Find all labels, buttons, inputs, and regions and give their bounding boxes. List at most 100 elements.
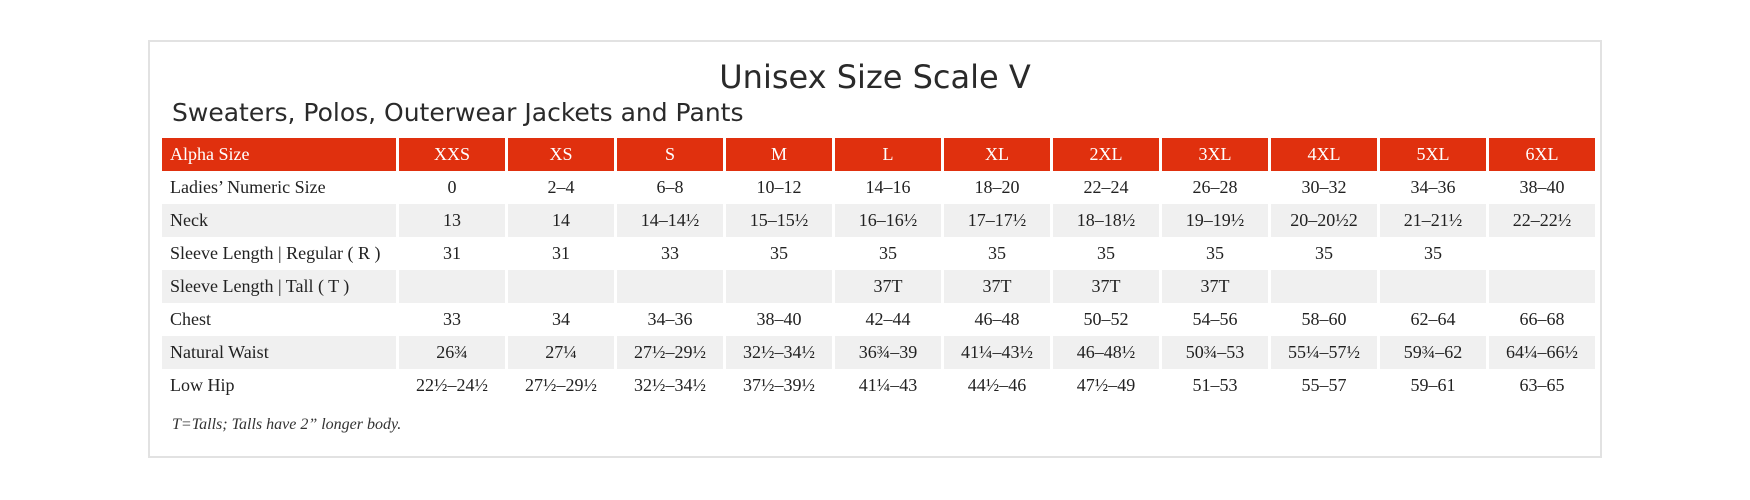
table-cell: 35 xyxy=(1268,237,1377,270)
header-cell: XXS xyxy=(396,138,505,171)
row-label: Sleeve Length | Tall ( T ) xyxy=(162,270,396,303)
table-cell: 36¾–39 xyxy=(832,336,941,369)
table-cell: 46–48½ xyxy=(1050,336,1159,369)
table-cell xyxy=(1486,270,1595,303)
table-cell: 47½–49 xyxy=(1050,369,1159,402)
table-cell: 32½–34½ xyxy=(614,369,723,402)
table-cell: 19–19½ xyxy=(1159,204,1268,237)
table-cell: 27½–29½ xyxy=(614,336,723,369)
table-cell xyxy=(614,270,723,303)
header-cell: L xyxy=(832,138,941,171)
table-cell: 50¾–53 xyxy=(1159,336,1268,369)
header-cell: S xyxy=(614,138,723,171)
size-table: Alpha Size XXS XS S M L XL 2XL 3XL 4XL 5XL 6XL Ladie… xyxy=(162,138,1595,402)
table-cell: 34–36 xyxy=(1377,171,1486,204)
table-cell: 35 xyxy=(1377,237,1486,270)
table-cell xyxy=(505,270,614,303)
table-cell: 34 xyxy=(505,303,614,336)
header-cell: XS xyxy=(505,138,614,171)
table-cell: 51–53 xyxy=(1159,369,1268,402)
table-cell: 15–15½ xyxy=(723,204,832,237)
table-cell: 54–56 xyxy=(1159,303,1268,336)
table-cell: 18–18½ xyxy=(1050,204,1159,237)
table-cell: 14–14½ xyxy=(614,204,723,237)
table-cell: 14–16 xyxy=(832,171,941,204)
table-cell: 35 xyxy=(941,237,1050,270)
header-cell: 6XL xyxy=(1486,138,1595,171)
table-cell xyxy=(1268,270,1377,303)
table-cell: 41¼–43½ xyxy=(941,336,1050,369)
table-cell: 37½–39½ xyxy=(723,369,832,402)
table-cell: 26–28 xyxy=(1159,171,1268,204)
header-label: Alpha Size xyxy=(162,138,396,171)
table-cell: 35 xyxy=(832,237,941,270)
table-cell: 42–44 xyxy=(832,303,941,336)
table-cell: 35 xyxy=(1050,237,1159,270)
table-cell xyxy=(1377,270,1486,303)
row-label: Natural Waist xyxy=(162,336,396,369)
row-label: Ladies’ Numeric Size xyxy=(170,177,326,197)
row-label: Neck xyxy=(162,204,396,237)
row-label: Sleeve Length | Regular ( R ) xyxy=(170,243,381,263)
table-cell: 31 xyxy=(396,237,505,270)
table-cell: 10–12 xyxy=(723,171,832,204)
table-cell: 33 xyxy=(396,303,505,336)
table-cell: 46–48 xyxy=(941,303,1050,336)
table-cell: 63–65 xyxy=(1486,369,1595,402)
table-cell xyxy=(396,270,505,303)
table-cell: 37T xyxy=(1050,270,1159,303)
table-cell: 55¼–57½ xyxy=(1268,336,1377,369)
table-cell: 22–24 xyxy=(1050,171,1159,204)
table-cell: 2–4 xyxy=(505,171,614,204)
table-cell: 27½–29½ xyxy=(505,369,614,402)
table-cell: 64¼–66½ xyxy=(1486,336,1595,369)
table-cell: 6–8 xyxy=(614,171,723,204)
table-cell: 50–52 xyxy=(1050,303,1159,336)
table-cell: 55–57 xyxy=(1268,369,1377,402)
table-cell: 38–40 xyxy=(1486,171,1595,204)
header-cell: M xyxy=(723,138,832,171)
table-cell: 26¾ xyxy=(396,336,505,369)
subtitle: Sweaters, Polos, Outerwear Jackets and P… xyxy=(172,98,744,127)
table-cell: 14 xyxy=(505,204,614,237)
table-cell: 16–16½ xyxy=(832,204,941,237)
table-cell: 30–32 xyxy=(1268,171,1377,204)
table-cell: 22–22½ xyxy=(1486,204,1595,237)
table-cell: 37T xyxy=(941,270,1050,303)
table-cell: 59–61 xyxy=(1377,369,1486,402)
table-cell: 41¼–43 xyxy=(832,369,941,402)
table-cell: 58–60 xyxy=(1268,303,1377,336)
table-cell: 35 xyxy=(1159,237,1268,270)
table-cell: 21–21½ xyxy=(1377,204,1486,237)
header-cell: XL xyxy=(941,138,1050,171)
table-cell: 0 xyxy=(396,171,505,204)
size-chart: Unisex Size Scale V Sweaters, Polos, Out… xyxy=(148,40,1602,458)
header-cell: 5XL xyxy=(1377,138,1486,171)
header-cell: 3XL xyxy=(1159,138,1268,171)
table-cell: 32½–34½ xyxy=(723,336,832,369)
header-cell: 4XL xyxy=(1268,138,1377,171)
table-cell: 38–40 xyxy=(723,303,832,336)
table-cell: 17–17½ xyxy=(941,204,1050,237)
table-cell: 27¼ xyxy=(505,336,614,369)
table-cell: 22½–24½ xyxy=(396,369,505,402)
row-label: Chest xyxy=(170,309,212,329)
table-cell: 35 xyxy=(723,237,832,270)
table-cell: 20–20½2 xyxy=(1268,204,1377,237)
table-cell: 33 xyxy=(614,237,723,270)
table-cell xyxy=(723,270,832,303)
table-cell: 34–36 xyxy=(614,303,723,336)
header-cell: 2XL xyxy=(1050,138,1159,171)
row-label: Low Hip xyxy=(170,375,235,395)
table-cell: 66–68 xyxy=(1486,303,1595,336)
table-cell: 18–20 xyxy=(941,171,1050,204)
table-cell: 37T xyxy=(832,270,941,303)
title: Unisex Size Scale V xyxy=(719,58,1031,96)
footnote: T=Talls; Talls have 2” longer body. xyxy=(172,416,402,433)
table-cell: 13 xyxy=(396,204,505,237)
table-cell: 44½–46 xyxy=(941,369,1050,402)
table-cell: 31 xyxy=(505,237,614,270)
table-cell: 37T xyxy=(1159,270,1268,303)
table-cell xyxy=(1486,237,1595,270)
